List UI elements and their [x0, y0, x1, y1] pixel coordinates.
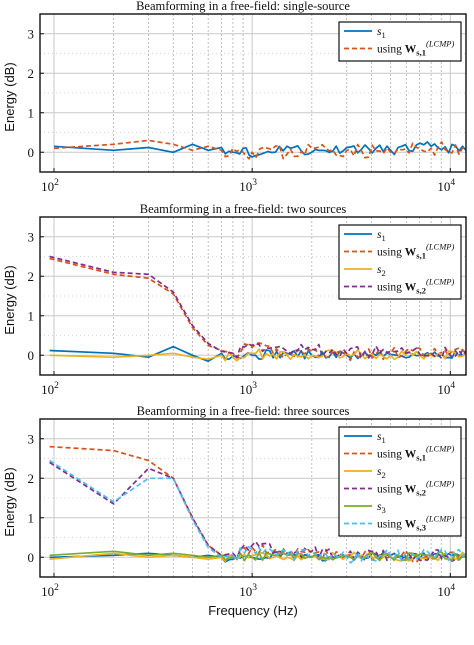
- legend-entry-1: s1: [377, 26, 386, 40]
- y-tick-label: 1: [28, 105, 35, 120]
- x-tick-label: 104: [437, 178, 455, 194]
- y-tick-label: 1: [28, 510, 35, 525]
- legend-entry-4: using Ws,2(LCMP): [377, 479, 454, 498]
- axes-frame: [39, 13, 467, 173]
- x-tick-label: 103: [239, 381, 257, 397]
- legend-entry-1: s1: [377, 229, 386, 243]
- legend-entry-2: using Ws,1(LCMP): [377, 39, 454, 58]
- x-tick-label: 104: [437, 381, 455, 397]
- x-axis-label: Frequency (Hz): [208, 603, 298, 618]
- legend-box: [338, 426, 462, 537]
- y-tick-label: 2: [28, 269, 35, 284]
- legend-entry-4: using Ws,2(LCMP): [377, 277, 454, 296]
- series-line-2: [49, 257, 466, 362]
- y-tick-label: 0: [28, 145, 35, 160]
- legend-box: [338, 21, 462, 62]
- chart-panel-3: 0 1 2 3 102 103 104 Beamforming in a free-field…: [2, 404, 467, 599]
- axes-frame: [39, 418, 467, 578]
- x-tick-label: 103: [239, 583, 257, 599]
- x-tick-label: 104: [437, 583, 455, 599]
- x-tick-label: 102: [41, 381, 59, 397]
- y-tick-label: 2: [28, 66, 35, 81]
- series-line-2: [53, 139, 466, 160]
- y-tick-label: 3: [28, 431, 35, 446]
- y-axis-label: Energy (dB): [2, 467, 17, 536]
- x-tick-label: 103: [239, 178, 257, 194]
- series-line-2: [49, 445, 466, 563]
- x-tick-label: 102: [41, 583, 59, 599]
- series-line-3: [49, 551, 466, 563]
- series-line-5: [49, 550, 466, 562]
- y-tick-label: 0: [28, 348, 35, 363]
- y-tick-label: 2: [28, 471, 35, 486]
- series-group: [49, 255, 466, 363]
- chart-title: Beamforming in a free-field: three sourc…: [137, 404, 350, 418]
- legend-entry-1: s1: [377, 431, 386, 445]
- legend-entry-5: s3: [377, 501, 386, 515]
- legend-entry-3: s2: [377, 466, 386, 480]
- legend-entry-3: s2: [377, 264, 386, 278]
- axes-frame: [39, 216, 467, 376]
- x-tick-label: 102: [41, 178, 59, 194]
- legend-entry-2: using Ws,1(LCMP): [377, 444, 454, 463]
- y-tick-label: 0: [28, 550, 35, 565]
- series-group: [53, 139, 466, 160]
- chart-title: Beamforming in a free-field: single-sour…: [136, 0, 350, 13]
- y-tick-label: 3: [28, 26, 35, 41]
- series-line-4: [49, 255, 466, 360]
- y-tick-label: 1: [28, 308, 35, 323]
- y-tick-label: 3: [28, 229, 35, 244]
- legend-entry-6: using Ws,3(LCMP): [377, 514, 454, 533]
- series-group: [49, 445, 466, 564]
- series-line-6: [49, 459, 466, 564]
- chart-panel-2: 0 1 2 3 102 103 104 Beamforming in a free-field…: [2, 202, 467, 397]
- y-axis-label: Energy (dB): [2, 265, 17, 334]
- chart-panel-1: 0 1 2 3 102 103 104 Beamforming in a free-field…: [2, 0, 467, 194]
- legend-box: [338, 224, 462, 300]
- chart-title: Beamforming in a free-field: two sources: [140, 202, 347, 216]
- y-axis-label: Energy (dB): [2, 62, 17, 131]
- legend-entry-2: using Ws,1(LCMP): [377, 242, 454, 261]
- series-line-1: [53, 141, 466, 158]
